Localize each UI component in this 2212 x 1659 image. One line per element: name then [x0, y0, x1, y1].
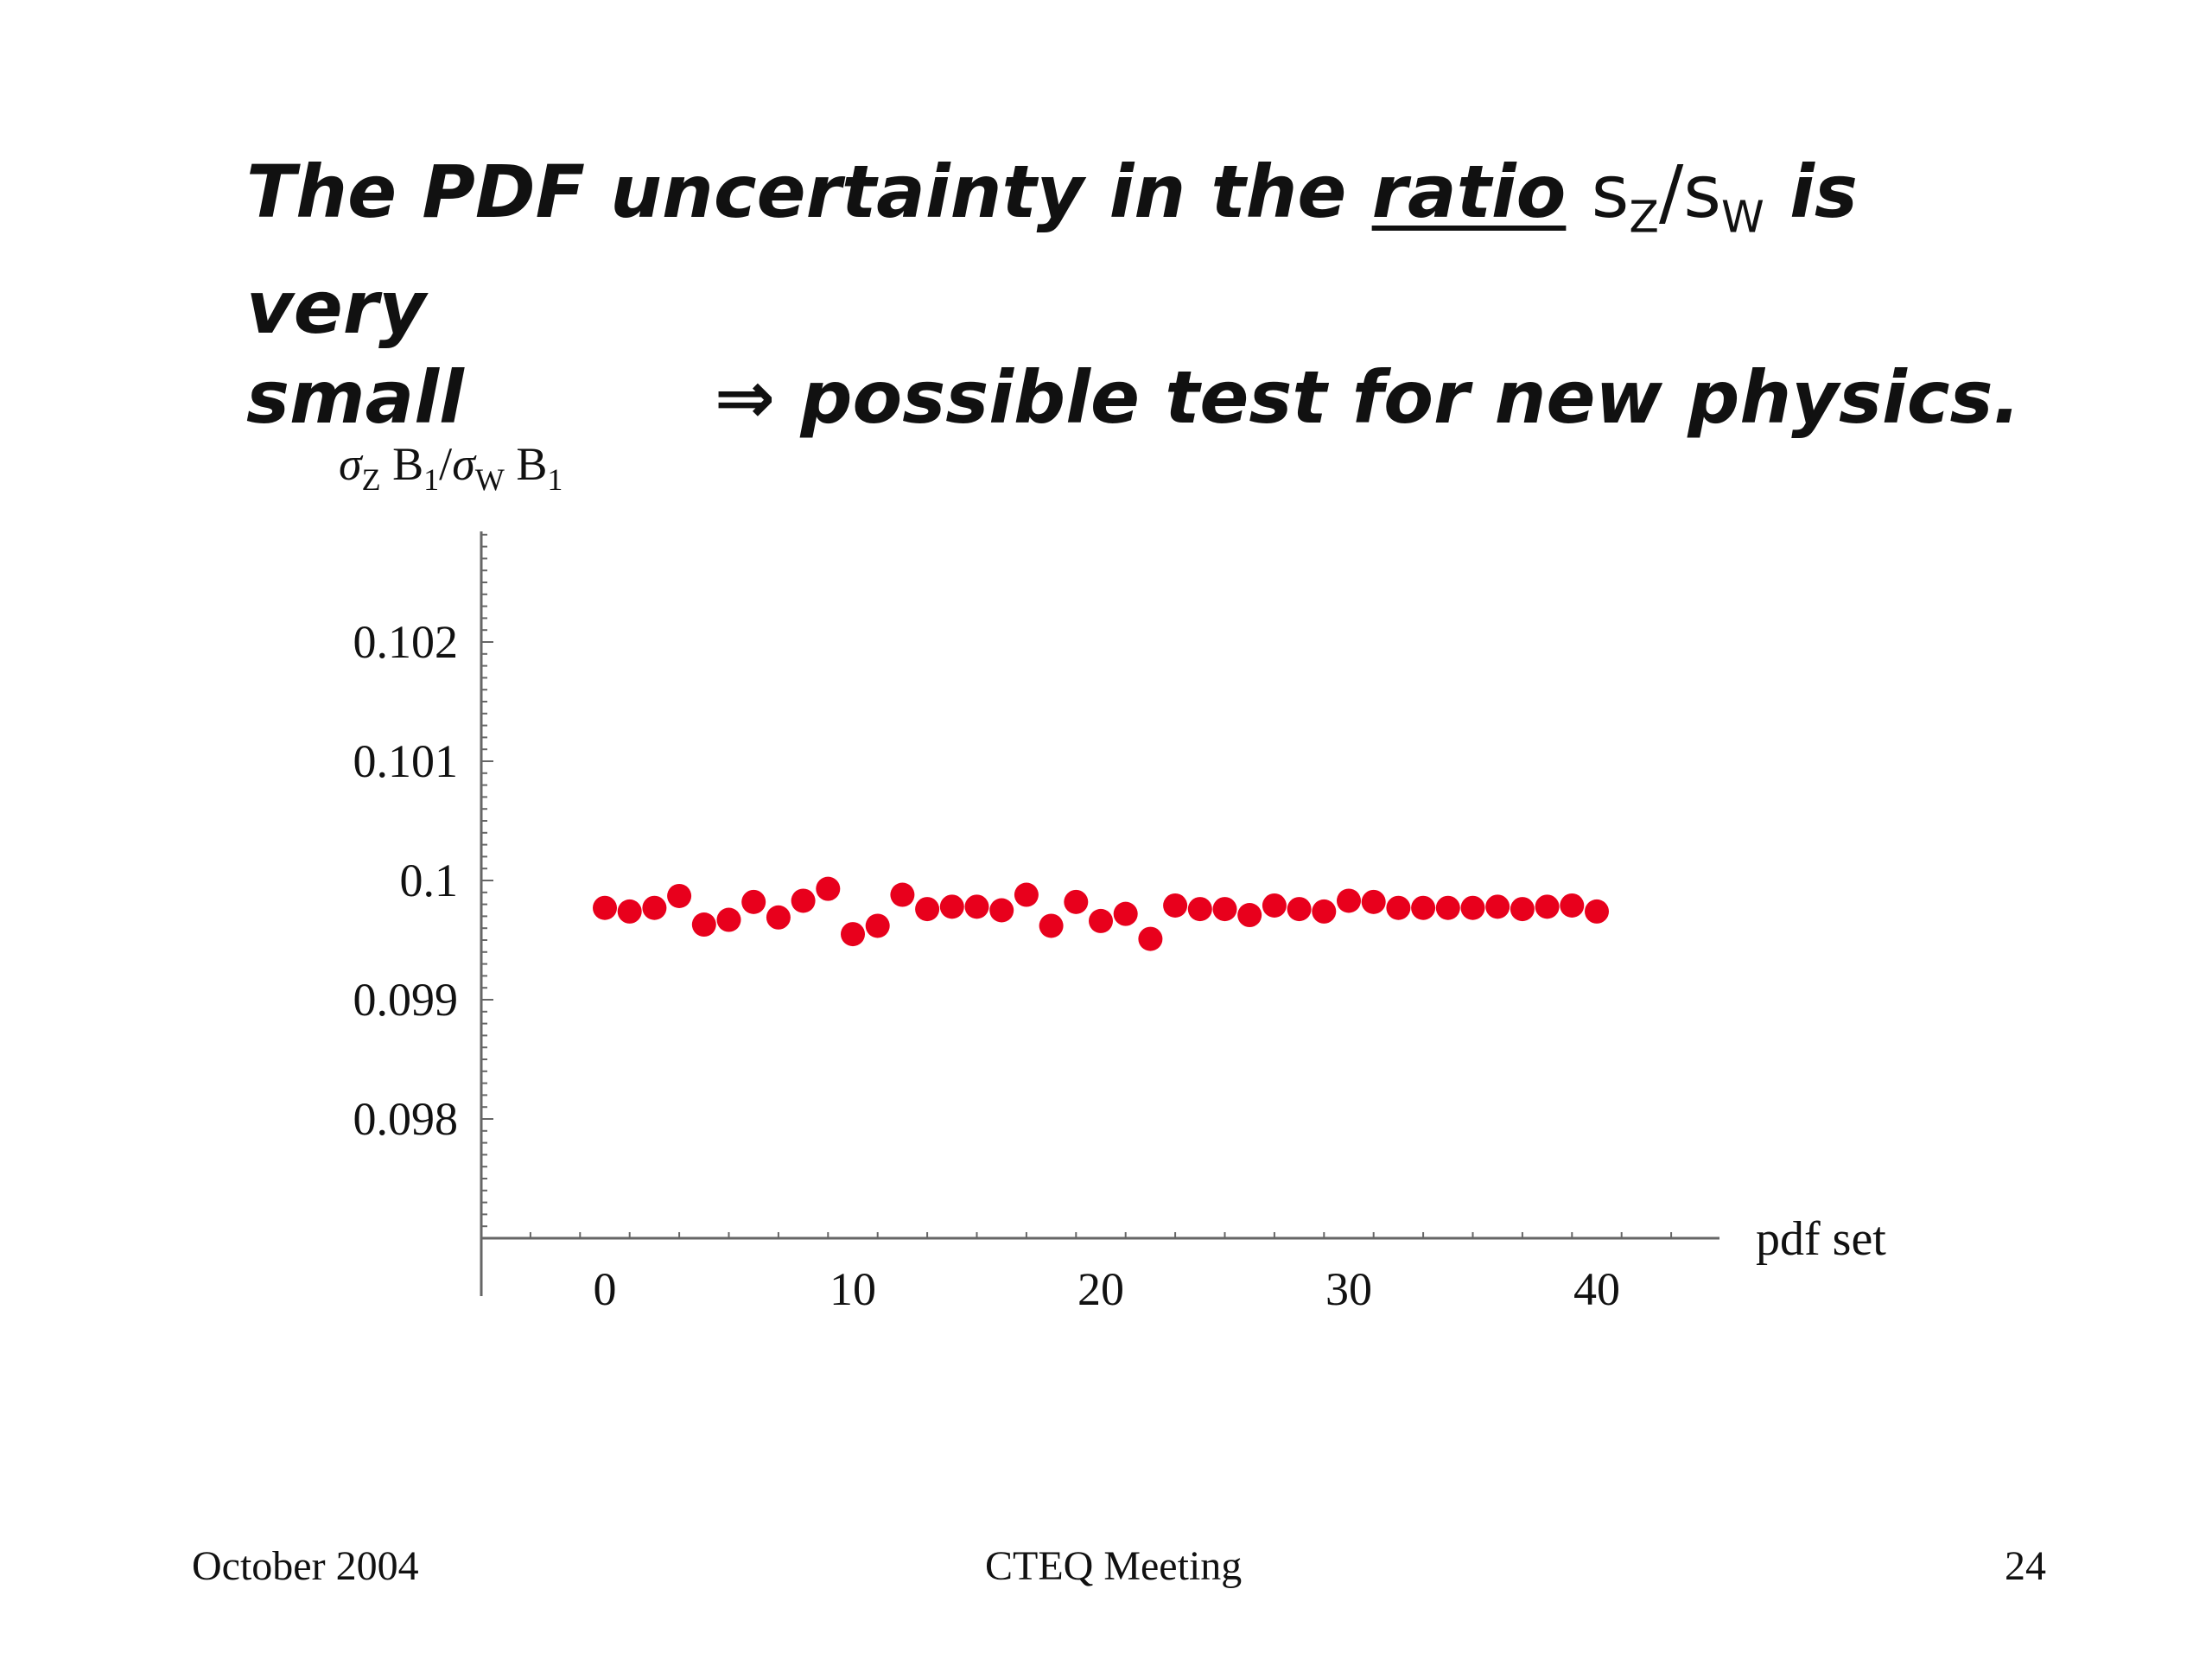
y-tick-label: 0.099 [353, 974, 459, 1026]
data-point [1262, 893, 1287, 918]
title-sub-z: Z [1629, 191, 1659, 243]
title-sym-s: s [1591, 149, 1630, 234]
data-point [1560, 893, 1585, 918]
footer-meeting: CTEQ Meeting [985, 1543, 1243, 1589]
title-text-1b: is very [246, 149, 1858, 350]
data-point [766, 905, 791, 930]
data-point [915, 897, 940, 922]
data-point [989, 898, 1014, 923]
data-point [1237, 903, 1262, 928]
data-point [1337, 888, 1361, 913]
data-point [841, 922, 865, 947]
data-point [1361, 889, 1386, 914]
data-point [1089, 908, 1113, 933]
y-tick-label: 0.098 [353, 1093, 459, 1145]
implies-arrow-icon: ⇒ [714, 354, 776, 440]
y-tick-label: 0.102 [353, 616, 459, 668]
y-minor-ticks [481, 533, 493, 1228]
data-point [1485, 894, 1510, 919]
y-tick-label: 0.1 [400, 855, 459, 906]
data-point [791, 888, 816, 913]
x-tick-label: 0 [594, 1263, 617, 1315]
data-point [617, 899, 642, 924]
data-point [1287, 897, 1312, 922]
data-point [1460, 895, 1485, 920]
data-point [1163, 893, 1188, 918]
data-point [890, 882, 915, 907]
x-minor-ticks [529, 1232, 1673, 1238]
data-point [1187, 897, 1212, 922]
data-point [939, 894, 964, 919]
data-point [1535, 894, 1560, 919]
data-point [1039, 913, 1064, 938]
title-line-2: small ⇒ possible test for new physics. [246, 353, 2061, 442]
title-sub-w: W [1721, 191, 1764, 243]
footer-page-number: 24 [2005, 1543, 2046, 1589]
title-ratio-word: ratio [1371, 149, 1567, 234]
y-tick-labels: 0.098 0.099 0.1 0.101 0.102 [353, 616, 459, 1145]
x-tick-label: 10 [830, 1263, 876, 1315]
data-point [1113, 901, 1138, 926]
data-point [1386, 895, 1411, 920]
x-axis-label: pdf set [1756, 1212, 1886, 1266]
y-axis-label: σZ B1/σW B1 [339, 438, 563, 497]
y-tick-label: 0.101 [353, 735, 459, 787]
title-text-2: small [246, 354, 464, 440]
x-tick-label: 30 [1325, 1263, 1372, 1315]
title-line-1: The PDF uncertainty in the ratio sZ/sW i… [246, 147, 2061, 353]
data-point [1585, 899, 1609, 924]
x-tick-label: 40 [1573, 1263, 1620, 1315]
data-point [1138, 926, 1163, 951]
data-point [1312, 899, 1337, 924]
footer-date: October 2004 [192, 1543, 419, 1589]
data-point [667, 883, 692, 908]
data-point [816, 876, 841, 901]
data-point [1212, 897, 1237, 922]
x-tick-label: 20 [1077, 1263, 1124, 1315]
data-point [1014, 882, 1039, 907]
slide-title: The PDF uncertainty in the ratio sZ/sW i… [246, 147, 2061, 442]
data-points [593, 876, 1609, 951]
title-sym-slash-s: /s [1658, 149, 1722, 234]
data-point [1510, 897, 1535, 922]
data-point [1435, 895, 1460, 920]
data-point [691, 912, 716, 938]
x-tick-labels: 0 10 20 30 40 [594, 1263, 1621, 1315]
title-text-2b: possible test for new physics. [775, 354, 2021, 440]
data-point [865, 913, 890, 938]
data-point [741, 889, 766, 914]
data-point [964, 894, 989, 919]
data-point [642, 895, 667, 920]
data-point [716, 907, 741, 932]
data-point [1064, 889, 1089, 914]
title-text-1: The PDF uncertainty in the [246, 149, 1372, 234]
data-point [593, 895, 617, 920]
data-point [1411, 895, 1436, 920]
